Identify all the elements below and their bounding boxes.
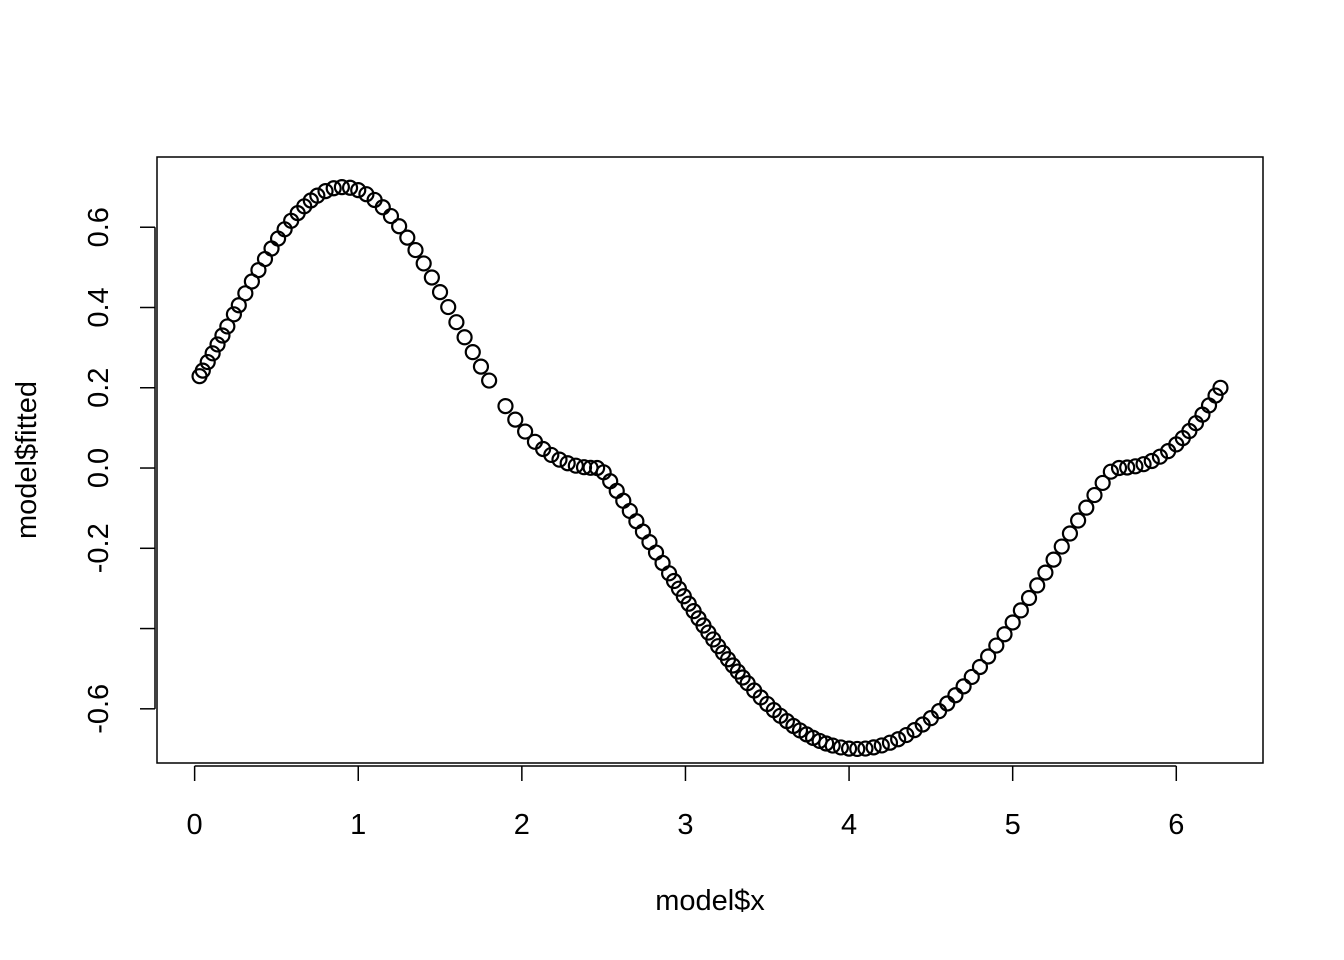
data-point [881,734,899,751]
x-tick-label: 2 [514,809,530,841]
data-point [1151,448,1169,465]
data-point [415,255,432,272]
data-point [456,329,473,346]
x-tick-label: 3 [677,809,693,841]
data-point [832,739,849,756]
x-tick-label: 1 [350,809,366,841]
data-point [1212,379,1229,396]
data-point [374,199,391,216]
x-axis: 0 1 2 3 4 5 6 [187,765,1184,841]
data-point [407,241,424,259]
data-point [1127,458,1144,475]
data-point [947,687,964,704]
y-tick-label: 0.4 [83,287,115,327]
data-point [448,314,465,331]
data-point [431,284,449,301]
x-tick-label: 6 [1168,809,1184,841]
data-point [543,446,560,464]
data-point [225,306,242,323]
data-point [1061,525,1079,542]
y-tick-label: 0.0 [83,448,115,488]
data-point [507,411,524,428]
data-point [873,737,890,754]
x-axis-title: model$x [655,885,765,917]
data-point [464,344,481,361]
data-point [1020,589,1038,607]
data-point [333,179,350,196]
data-point [1110,459,1128,477]
y-tick-label: -0.6 [83,684,115,734]
data-point [1004,614,1021,631]
data-point [1119,459,1136,476]
data-point [1012,602,1029,619]
data-point [818,735,835,752]
x-tick-label: 5 [1005,809,1021,841]
data-point [517,423,534,440]
data-point [1070,512,1087,529]
data-point [440,298,457,316]
data-points [191,179,1229,758]
data-point [980,648,997,665]
data-point [939,695,956,712]
data-point [906,722,923,739]
data-point [988,637,1005,654]
x-tick-label: 4 [841,809,857,841]
data-point [1053,538,1070,555]
data-point [996,626,1013,643]
y-tick-label: -0.2 [83,523,115,573]
data-point [1078,499,1095,516]
data-point [1086,486,1103,504]
data-point [497,397,514,415]
data-point [971,658,989,676]
data-point [1029,577,1046,594]
data-point [230,297,247,314]
data-point [399,229,416,246]
data-point [391,218,408,235]
data-point [1143,452,1160,470]
data-point [559,455,576,472]
data-point [551,451,568,468]
data-point [1037,564,1054,581]
data-point [209,336,226,353]
data-point [194,362,211,379]
data-point [481,372,498,389]
data-point [325,180,342,197]
x-tick-label: 0 [187,809,203,841]
data-point [865,739,882,756]
data-point [1135,456,1152,473]
data-point [350,182,367,199]
data-point [214,327,231,344]
plot-frame [156,156,1264,764]
data-point [1102,463,1119,480]
data-point [857,740,874,757]
data-point [1045,551,1062,568]
data-point [849,740,866,758]
data-point [898,726,915,744]
data-point [963,668,980,686]
data-point [199,353,216,371]
data-point [423,269,440,286]
data-point [824,737,841,754]
data-point [890,731,907,748]
data-point [1094,474,1111,492]
y-axis: -0.6 -0.2 0.0 0.2 0.4 0.6 [83,207,156,734]
data-point [358,186,375,203]
data-point [840,740,858,757]
data-point [382,207,400,225]
y-axis-title: model$fitted [11,381,43,539]
y-tick-label: 0.2 [83,368,115,408]
data-point [309,187,326,204]
data-point [955,678,972,695]
data-point [341,179,359,196]
data-point [219,318,236,335]
data-point [472,358,490,375]
data-point [317,183,334,200]
data-point [204,345,221,362]
y-tick-label: 0.6 [83,207,115,247]
